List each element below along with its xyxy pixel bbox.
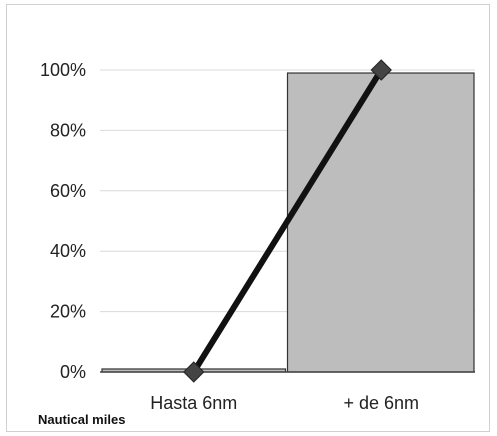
line-point [370,59,392,81]
series-line [190,67,385,375]
y-tick-label: 20% [50,302,86,322]
x-category-label: + de 6nm [343,393,419,413]
y-tick-label: 80% [50,120,86,140]
line-point [183,361,205,383]
line-series [183,59,392,383]
y-tick-labels: 0% 20% 40% 60% 80% 100% [40,60,86,382]
y-tick-label: 0% [60,362,86,382]
x-category-labels: Hasta 6nm + de 6nm [150,393,419,413]
bar [286,72,475,373]
y-tick-label: 100% [40,60,86,80]
y-tick-label: 40% [50,241,86,261]
x-category-label: Hasta 6nm [150,393,237,413]
x-axis-label: Nautical miles [38,412,126,427]
y-tick-label: 60% [50,181,86,201]
bars [101,72,475,373]
